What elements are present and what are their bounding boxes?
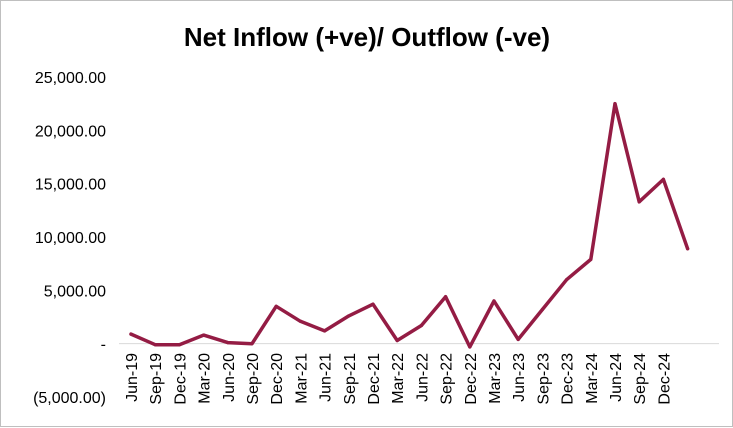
x-tick-label: Dec-22 <box>463 353 480 405</box>
x-tick-label: Sep-23 <box>535 353 552 405</box>
x-tick-label: Sep-20 <box>245 353 262 405</box>
chart-title: Net Inflow (+ve)/ Outflow (-ve) <box>184 22 550 52</box>
data-point <box>444 295 448 299</box>
data-point <box>177 343 181 347</box>
series-layer <box>129 101 690 349</box>
data-point <box>371 302 375 306</box>
data-point <box>419 323 423 328</box>
x-tick-label: Jun-21 <box>318 353 335 402</box>
x-tick-label: Mar-22 <box>390 353 407 404</box>
x-tick-label: Dec-24 <box>656 353 673 405</box>
y-tick-label: - <box>101 337 106 354</box>
x-tick-label: Jun-23 <box>511 353 528 402</box>
series-line <box>129 101 690 349</box>
data-point <box>686 247 690 251</box>
y-tick-label: (5,000.00) <box>33 390 106 407</box>
data-point <box>274 304 278 308</box>
x-tick-label: Dec-23 <box>560 353 577 405</box>
x-tick-label: Dec-21 <box>366 353 383 405</box>
data-point <box>516 337 520 341</box>
x-tick-label: Jun-20 <box>221 353 238 402</box>
x-tick-label: Dec-19 <box>172 353 189 405</box>
x-axis: Jun-19 Sep-19 Dec-19 Mar-20 Jun-20 Sep-20 Dec-… <box>119 343 719 405</box>
data-point <box>323 329 327 333</box>
data-point <box>202 333 206 337</box>
x-tick-label: Jun-19 <box>124 353 141 402</box>
x-tick-label: Sep-21 <box>342 353 359 405</box>
x-tick-label: Mar-20 <box>197 353 214 404</box>
data-point <box>129 332 133 336</box>
y-axis: 25,000.00 20,000.00 15,000.00 10,000.00 5,00… <box>33 70 106 407</box>
x-tick-label: Sep-22 <box>439 353 456 405</box>
x-tick-label: Jun-24 <box>608 353 625 402</box>
x-tick-label: Jun-22 <box>414 353 431 402</box>
data-point <box>661 177 666 181</box>
y-tick-label: 5,000.00 <box>44 283 106 300</box>
x-tick-label: Dec-20 <box>269 353 286 405</box>
data-point <box>589 257 593 261</box>
x-tick-label: Mar-21 <box>293 353 310 404</box>
data-point <box>492 299 496 303</box>
data-point <box>613 102 617 106</box>
data-point <box>565 278 569 282</box>
x-tick-label: Sep-19 <box>148 353 165 405</box>
data-point <box>250 342 254 346</box>
x-tick-label: Mar-24 <box>584 353 601 404</box>
data-point <box>153 343 157 347</box>
data-point <box>540 307 545 312</box>
data-point <box>468 345 472 349</box>
y-tick-label: 10,000.00 <box>35 230 106 247</box>
data-point <box>347 314 351 318</box>
y-tick-label: 15,000.00 <box>35 177 106 194</box>
data-point <box>637 200 641 204</box>
y-tick-label: 20,000.00 <box>35 123 106 140</box>
data-point <box>298 319 302 323</box>
data-point <box>226 341 230 345</box>
data-point <box>395 338 399 343</box>
y-tick-label: 25,000.00 <box>35 70 106 87</box>
x-tick-label: Sep-24 <box>632 353 649 405</box>
x-tick-label: Mar-23 <box>487 353 504 404</box>
